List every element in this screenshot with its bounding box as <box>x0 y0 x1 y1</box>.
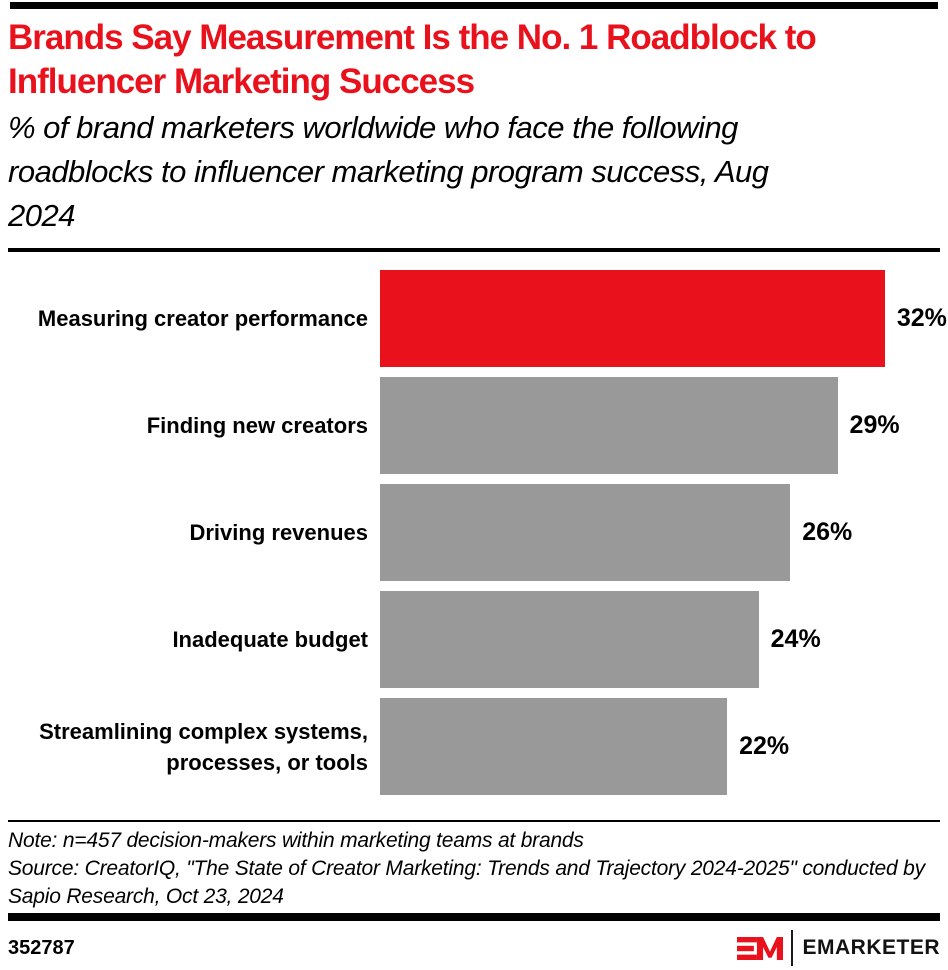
logo-divider <box>791 930 794 966</box>
value-label: 29% <box>849 411 900 439</box>
top-rule <box>10 2 938 9</box>
value-label: 26% <box>802 518 853 546</box>
brand-name: EMARKETER <box>802 936 940 959</box>
chart-title: Brands Say Measurement Is the No. 1 Road… <box>8 18 817 101</box>
notes-block: Note: n=457 decision-makers within marke… <box>8 827 942 911</box>
bar <box>380 270 885 367</box>
em-logo-icon <box>737 936 784 960</box>
note-text: Note: n=457 decision-makers within marke… <box>8 829 584 852</box>
category-label: Driving revenues <box>189 520 368 545</box>
chart-row: Driving revenues 26% <box>8 484 948 581</box>
bar-track: 29% <box>380 377 948 474</box>
chart-row: Inadequate budget 24% <box>8 591 948 688</box>
bar-track: 24% <box>380 591 948 688</box>
footer: 352787 EMARKETER <box>8 930 940 966</box>
category-label: Inadequate budget <box>172 627 368 652</box>
divider-above-chart <box>8 248 940 252</box>
divider-above-notes <box>8 820 940 822</box>
category-label: Finding new creators <box>146 413 368 438</box>
chart-row: Streamlining complex systems, processes,… <box>8 698 948 795</box>
value-label: 32% <box>896 304 947 332</box>
category-label: Streamlining complex systems, processes,… <box>39 718 368 775</box>
bar-track: 26% <box>380 484 948 581</box>
bar-chart: Measuring creator performance 32% Finding … <box>8 270 948 805</box>
chart-id: 352787 <box>8 936 75 959</box>
source-text: Source: CreatorIQ, "The State of Creator… <box>8 857 925 908</box>
bar-track: 22% <box>380 698 948 795</box>
category-label: Measuring creator performance <box>37 306 368 331</box>
bar <box>380 591 759 688</box>
value-label: 22% <box>739 732 790 760</box>
bar <box>380 377 838 474</box>
chart-row: Finding new creators 29% <box>8 377 948 474</box>
chart-row: Measuring creator performance 32% <box>8 270 948 367</box>
footer-rule <box>8 913 940 921</box>
bar <box>380 484 791 581</box>
bar-track: 32% <box>380 270 948 367</box>
value-label: 24% <box>770 625 821 653</box>
emarketer-logo: EMARKETER <box>737 930 940 966</box>
bar <box>380 698 728 795</box>
chart-subtitle: % of brand marketers worldwide who face … <box>8 110 769 233</box>
